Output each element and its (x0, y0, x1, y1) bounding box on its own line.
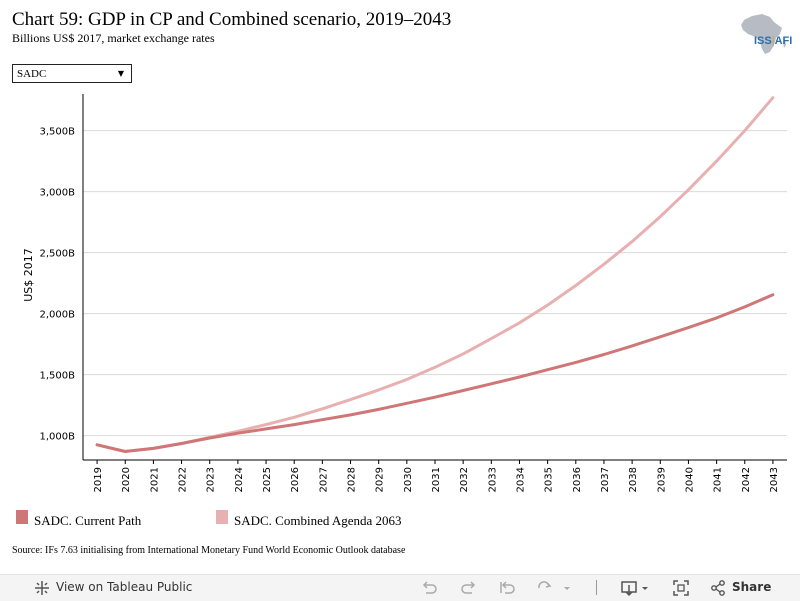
y-tick-label: 3,500B (40, 127, 76, 138)
x-tick-label: 2031 (431, 467, 442, 492)
x-tick-label: 2027 (318, 467, 329, 492)
logo-wordmark: ISS|AFI (754, 35, 792, 47)
tableau-icon (35, 581, 49, 595)
chart-title: Chart 59: GDP in CP and Combined scenari… (12, 9, 452, 30)
toolbar-separator (596, 580, 597, 595)
logo-text-main: ISS (754, 35, 772, 47)
x-tick-label: 2041 (713, 467, 724, 492)
legend-swatch-current-path (16, 510, 28, 524)
x-tick-label: 2025 (262, 467, 273, 492)
chart-subtitle: Billions US$ 2017, market exchange rates (12, 31, 215, 45)
view-on-tableau-link[interactable]: View on Tableau Public (34, 579, 194, 597)
refresh-icon[interactable] (536, 579, 572, 597)
x-tick-label: 2040 (684, 467, 695, 492)
x-tick-label: 2037 (600, 467, 611, 492)
x-tick-label: 2036 (572, 467, 583, 492)
undo-icon[interactable] (420, 579, 438, 597)
x-tick-label: 2038 (628, 467, 639, 492)
x-tick-label: 2035 (544, 467, 555, 492)
x-tick-label: 2034 (515, 467, 526, 492)
x-tick-label: 2026 (290, 467, 301, 492)
share-icon (711, 580, 725, 596)
fullscreen-icon[interactable] (672, 579, 690, 597)
share-button[interactable]: Share (710, 579, 772, 597)
x-tick-label: 2039 (656, 467, 667, 492)
view-on-tableau-label: View on Tableau Public (56, 580, 193, 594)
source-note: Source: IFs 7.63 initialising from Inter… (12, 545, 406, 556)
x-tick-label: 2043 (769, 467, 780, 492)
logo-separator: | (771, 35, 775, 47)
logo-text-rest: AFI (774, 35, 793, 47)
region-filter-dropdown[interactable]: SADC ▼ (12, 64, 132, 83)
x-tick-label: 2020 (121, 467, 132, 492)
gdp-line-chart: 1,000B 1,500B 2,000B 2,500B 3,000B 3,500B 201… (22, 94, 787, 492)
x-tick-label: 2030 (403, 467, 414, 492)
x-axis: 2019 2020 2021 2022 2023 2024 2025 2026 2027 2028… (83, 459, 787, 492)
gridlines (83, 130, 787, 437)
region-filter-value: SADC (17, 68, 47, 80)
share-label: Share (732, 580, 772, 594)
x-tick-label: 2033 (487, 467, 498, 492)
legend-label-combined: SADC. Combined Agenda 2063 (234, 513, 402, 528)
x-tick-label: 2019 (93, 467, 104, 492)
x-tick-label: 2022 (178, 467, 189, 492)
y-tick-label: 1,000B (40, 432, 76, 443)
legend-label-current-path: SADC. Current Path (34, 513, 142, 528)
africa-map-logo-icon (741, 14, 786, 54)
revert-icon[interactable] (498, 579, 516, 597)
redo-icon[interactable] (460, 579, 478, 597)
series-lines (95, 96, 775, 453)
x-tick-label: 2021 (149, 467, 160, 492)
y-axis-label: US$ 2017 (22, 248, 35, 302)
y-tick-label: 2,500B (40, 249, 76, 260)
download-icon[interactable] (621, 579, 651, 597)
y-axis: 1,000B 1,500B 2,000B 2,500B 3,000B 3,500B (40, 94, 84, 460)
x-tick-label: 2023 (206, 467, 217, 492)
series-line-current-path[interactable] (95, 293, 775, 453)
x-tick-label: 2024 (234, 467, 245, 492)
x-tick-label: 2032 (459, 467, 470, 492)
dropdown-caret-icon: ▼ (117, 69, 124, 78)
y-tick-label: 1,500B (40, 371, 76, 382)
y-tick-label: 2,000B (40, 310, 76, 321)
y-tick-label: 3,000B (40, 188, 76, 199)
legend-swatch-combined (216, 510, 228, 524)
tableau-toolbar: View on Tableau Public Share (0, 574, 800, 601)
x-tick-label: 2028 (347, 467, 358, 492)
x-tick-label: 2029 (375, 467, 386, 492)
x-tick-label: 2042 (741, 467, 752, 492)
